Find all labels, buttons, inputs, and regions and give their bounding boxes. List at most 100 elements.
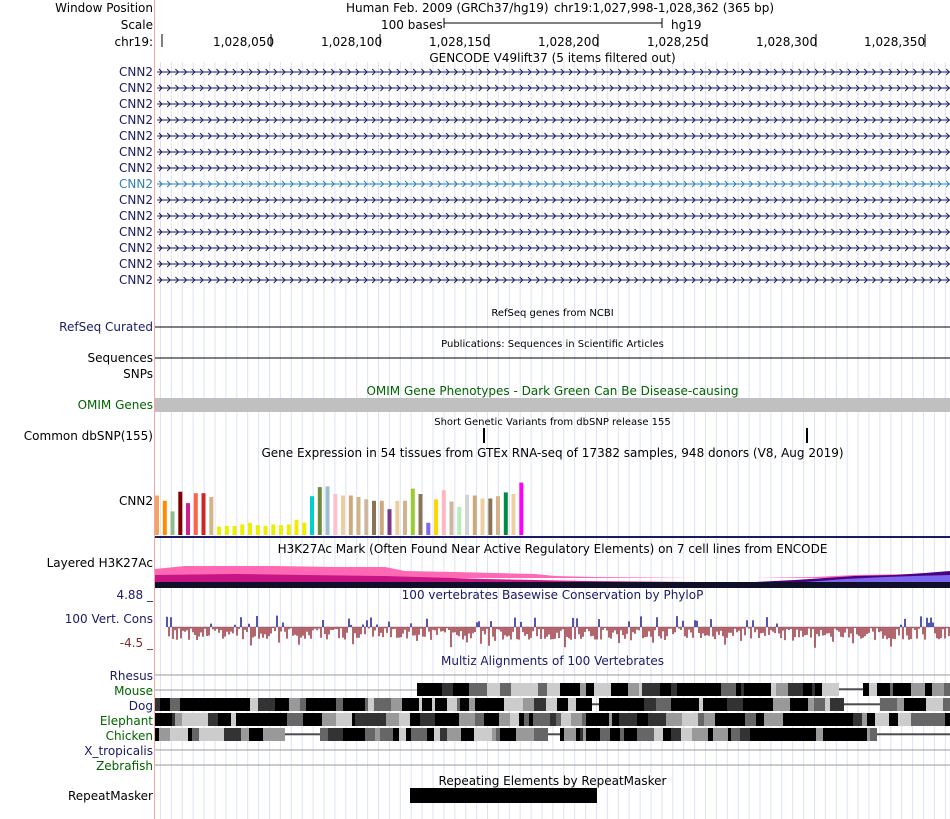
- gtex-tissue-bar[interactable]: [186, 503, 190, 535]
- gtex-tissue-bar[interactable]: [317, 487, 322, 535]
- gencode-item-label[interactable]: CNN2: [119, 97, 153, 111]
- gtex-tissue-bar[interactable]: [488, 498, 493, 536]
- gtex-tissue-bar[interactable]: [503, 492, 508, 535]
- gencode-item-label[interactable]: CNN2: [119, 65, 153, 79]
- gtex-tissue-bar[interactable]: [279, 525, 283, 535]
- gtex-tissue-bar[interactable]: [255, 525, 260, 535]
- gtex-tissue-bar[interactable]: [372, 500, 376, 535]
- gencode-item-label[interactable]: CNN2: [119, 81, 153, 95]
- gencode-item-label[interactable]: CNN2: [119, 225, 153, 239]
- gtex-tissue-bar[interactable]: [217, 526, 221, 535]
- gtex-tissue-bar[interactable]: [162, 500, 167, 535]
- gencode-item-label[interactable]: CNN2: [119, 129, 153, 143]
- gtex-tissue-bar[interactable]: [496, 496, 500, 535]
- gencode-item-label[interactable]: CNN2: [119, 257, 153, 271]
- repeatmasker-label[interactable]: RepeatMasker: [67, 789, 153, 803]
- h3k27ac-label[interactable]: Layered H3K27Ac: [46, 556, 153, 570]
- multiz-title: Multiz Alignments of 100 Vertebrates: [440, 654, 665, 668]
- gtex-tissue-bar[interactable]: [302, 522, 307, 535]
- gtex-tissue-bar[interactable]: [441, 490, 446, 535]
- gtex-tissue-bar[interactable]: [341, 495, 345, 536]
- gencode-item[interactable]: [157, 100, 950, 108]
- gtex-tissue-bar[interactable]: [519, 482, 524, 535]
- gencode-item[interactable]: [157, 132, 950, 140]
- gtex-tissue-bar[interactable]: [511, 494, 516, 535]
- gtex-tissue-bar[interactable]: [418, 494, 423, 535]
- gtex-tissue-bar[interactable]: [457, 506, 462, 535]
- gtex-tissue-bar[interactable]: [271, 524, 276, 535]
- gencode-item[interactable]: [157, 116, 950, 124]
- gencode-item[interactable]: [157, 276, 950, 284]
- dbsnp-variant[interactable]: [806, 428, 808, 443]
- gencode-item[interactable]: [157, 228, 950, 236]
- gtex-tissue-bar[interactable]: [240, 524, 245, 535]
- gencode-item[interactable]: [157, 148, 950, 156]
- gtex-tissue-bar[interactable]: [286, 524, 291, 535]
- gtex-tissue-bar[interactable]: [387, 509, 392, 535]
- gtex-tissue-bar[interactable]: [480, 498, 485, 536]
- gtex-tissue-bar[interactable]: [348, 495, 353, 536]
- dbsnp-variant[interactable]: [483, 428, 485, 443]
- gtex-tissue-bar[interactable]: [364, 499, 369, 535]
- gencode-item-label[interactable]: CNN2: [119, 193, 153, 207]
- gtex-tissue-bar[interactable]: [155, 495, 159, 536]
- gencode-item[interactable]: [157, 260, 950, 268]
- gencode-item-label[interactable]: CNN2: [119, 177, 153, 191]
- omim-label[interactable]: OMIM Genes: [77, 398, 153, 412]
- gtex-tissue-bar[interactable]: [263, 525, 268, 535]
- gencode-item[interactable]: [157, 212, 950, 220]
- gtex-tissue-bar[interactable]: [209, 497, 214, 535]
- snps-label[interactable]: SNPs: [123, 367, 153, 381]
- gtex-tissue-bar[interactable]: [395, 500, 400, 535]
- multiz-species-label[interactable]: X_tropicalis: [84, 744, 153, 758]
- gtex-tissue-bar[interactable]: [465, 494, 469, 535]
- gtex-tissue-bar[interactable]: [410, 488, 415, 535]
- gtex-tissue-bar[interactable]: [379, 500, 384, 535]
- multiz-species-label[interactable]: Elephant: [99, 714, 153, 728]
- gtex-tissue-bar[interactable]: [232, 525, 237, 535]
- gtex-tissue-bar[interactable]: [403, 500, 407, 535]
- gtex-tissue-bar[interactable]: [201, 493, 206, 535]
- gtex-tissue-bar[interactable]: [248, 522, 252, 535]
- gtex-tissue-bar[interactable]: [178, 491, 183, 535]
- refseq-label[interactable]: RefSeq Curated: [59, 320, 153, 334]
- gencode-item-label[interactable]: CNN2: [119, 209, 153, 223]
- gencode-item[interactable]: [157, 68, 950, 76]
- phylop-label[interactable]: 100 Vert. Cons: [64, 612, 153, 626]
- gencode-item-label[interactable]: CNN2: [119, 161, 153, 175]
- gtex-tissue-bar[interactable]: [310, 496, 314, 535]
- gencode-item[interactable]: [157, 196, 950, 204]
- omim-bar[interactable]: [155, 398, 950, 412]
- multiz-species-label[interactable]: Rhesus: [109, 669, 153, 683]
- gtex-tissue-bar[interactable]: [325, 486, 330, 535]
- gtex-tissue-bar[interactable]: [426, 522, 431, 535]
- repeat-element[interactable]: [410, 788, 597, 803]
- gtex-tissue-bar[interactable]: [356, 497, 361, 535]
- gencode-item-label[interactable]: CNN2: [119, 145, 153, 159]
- gtex-tissue-bar[interactable]: [434, 499, 438, 535]
- gencode-item[interactable]: [157, 84, 950, 92]
- gencode-item-label[interactable]: CNN2: [119, 113, 153, 127]
- gtex-tissue-bar[interactable]: [170, 511, 175, 535]
- gtex-tissue-bar[interactable]: [224, 525, 229, 535]
- gtex-tissue-bar[interactable]: [193, 493, 198, 535]
- sequences-label[interactable]: Sequences: [87, 351, 153, 365]
- gtex-tissue-bar[interactable]: [333, 494, 338, 535]
- gencode-item-label[interactable]: CNN2: [119, 273, 153, 287]
- dbsnp-label[interactable]: Common dbSNP(155): [23, 429, 153, 443]
- multiz-species-label[interactable]: Dog: [128, 699, 153, 713]
- multiz-species-label[interactable]: Chicken: [105, 729, 153, 743]
- gtex-gene-label[interactable]: CNN2: [119, 494, 153, 508]
- omim-title: OMIM Gene Phenotypes - Dark Green Can Be…: [366, 384, 739, 398]
- gencode-item[interactable]: [157, 244, 950, 252]
- track-image[interactable]: [155, 0, 950, 819]
- gencode-item[interactable]: [157, 164, 950, 172]
- multiz-species-label[interactable]: Mouse: [114, 684, 153, 698]
- gtex-tissue-bar[interactable]: [449, 501, 454, 535]
- gtex-tissue-bar[interactable]: [472, 495, 477, 536]
- gencode-item-label[interactable]: CNN2: [119, 241, 153, 255]
- multiz-species-label[interactable]: Zebrafish: [96, 759, 153, 773]
- gencode-item[interactable]: [157, 180, 950, 188]
- gtex-tissue-bar[interactable]: [294, 519, 299, 535]
